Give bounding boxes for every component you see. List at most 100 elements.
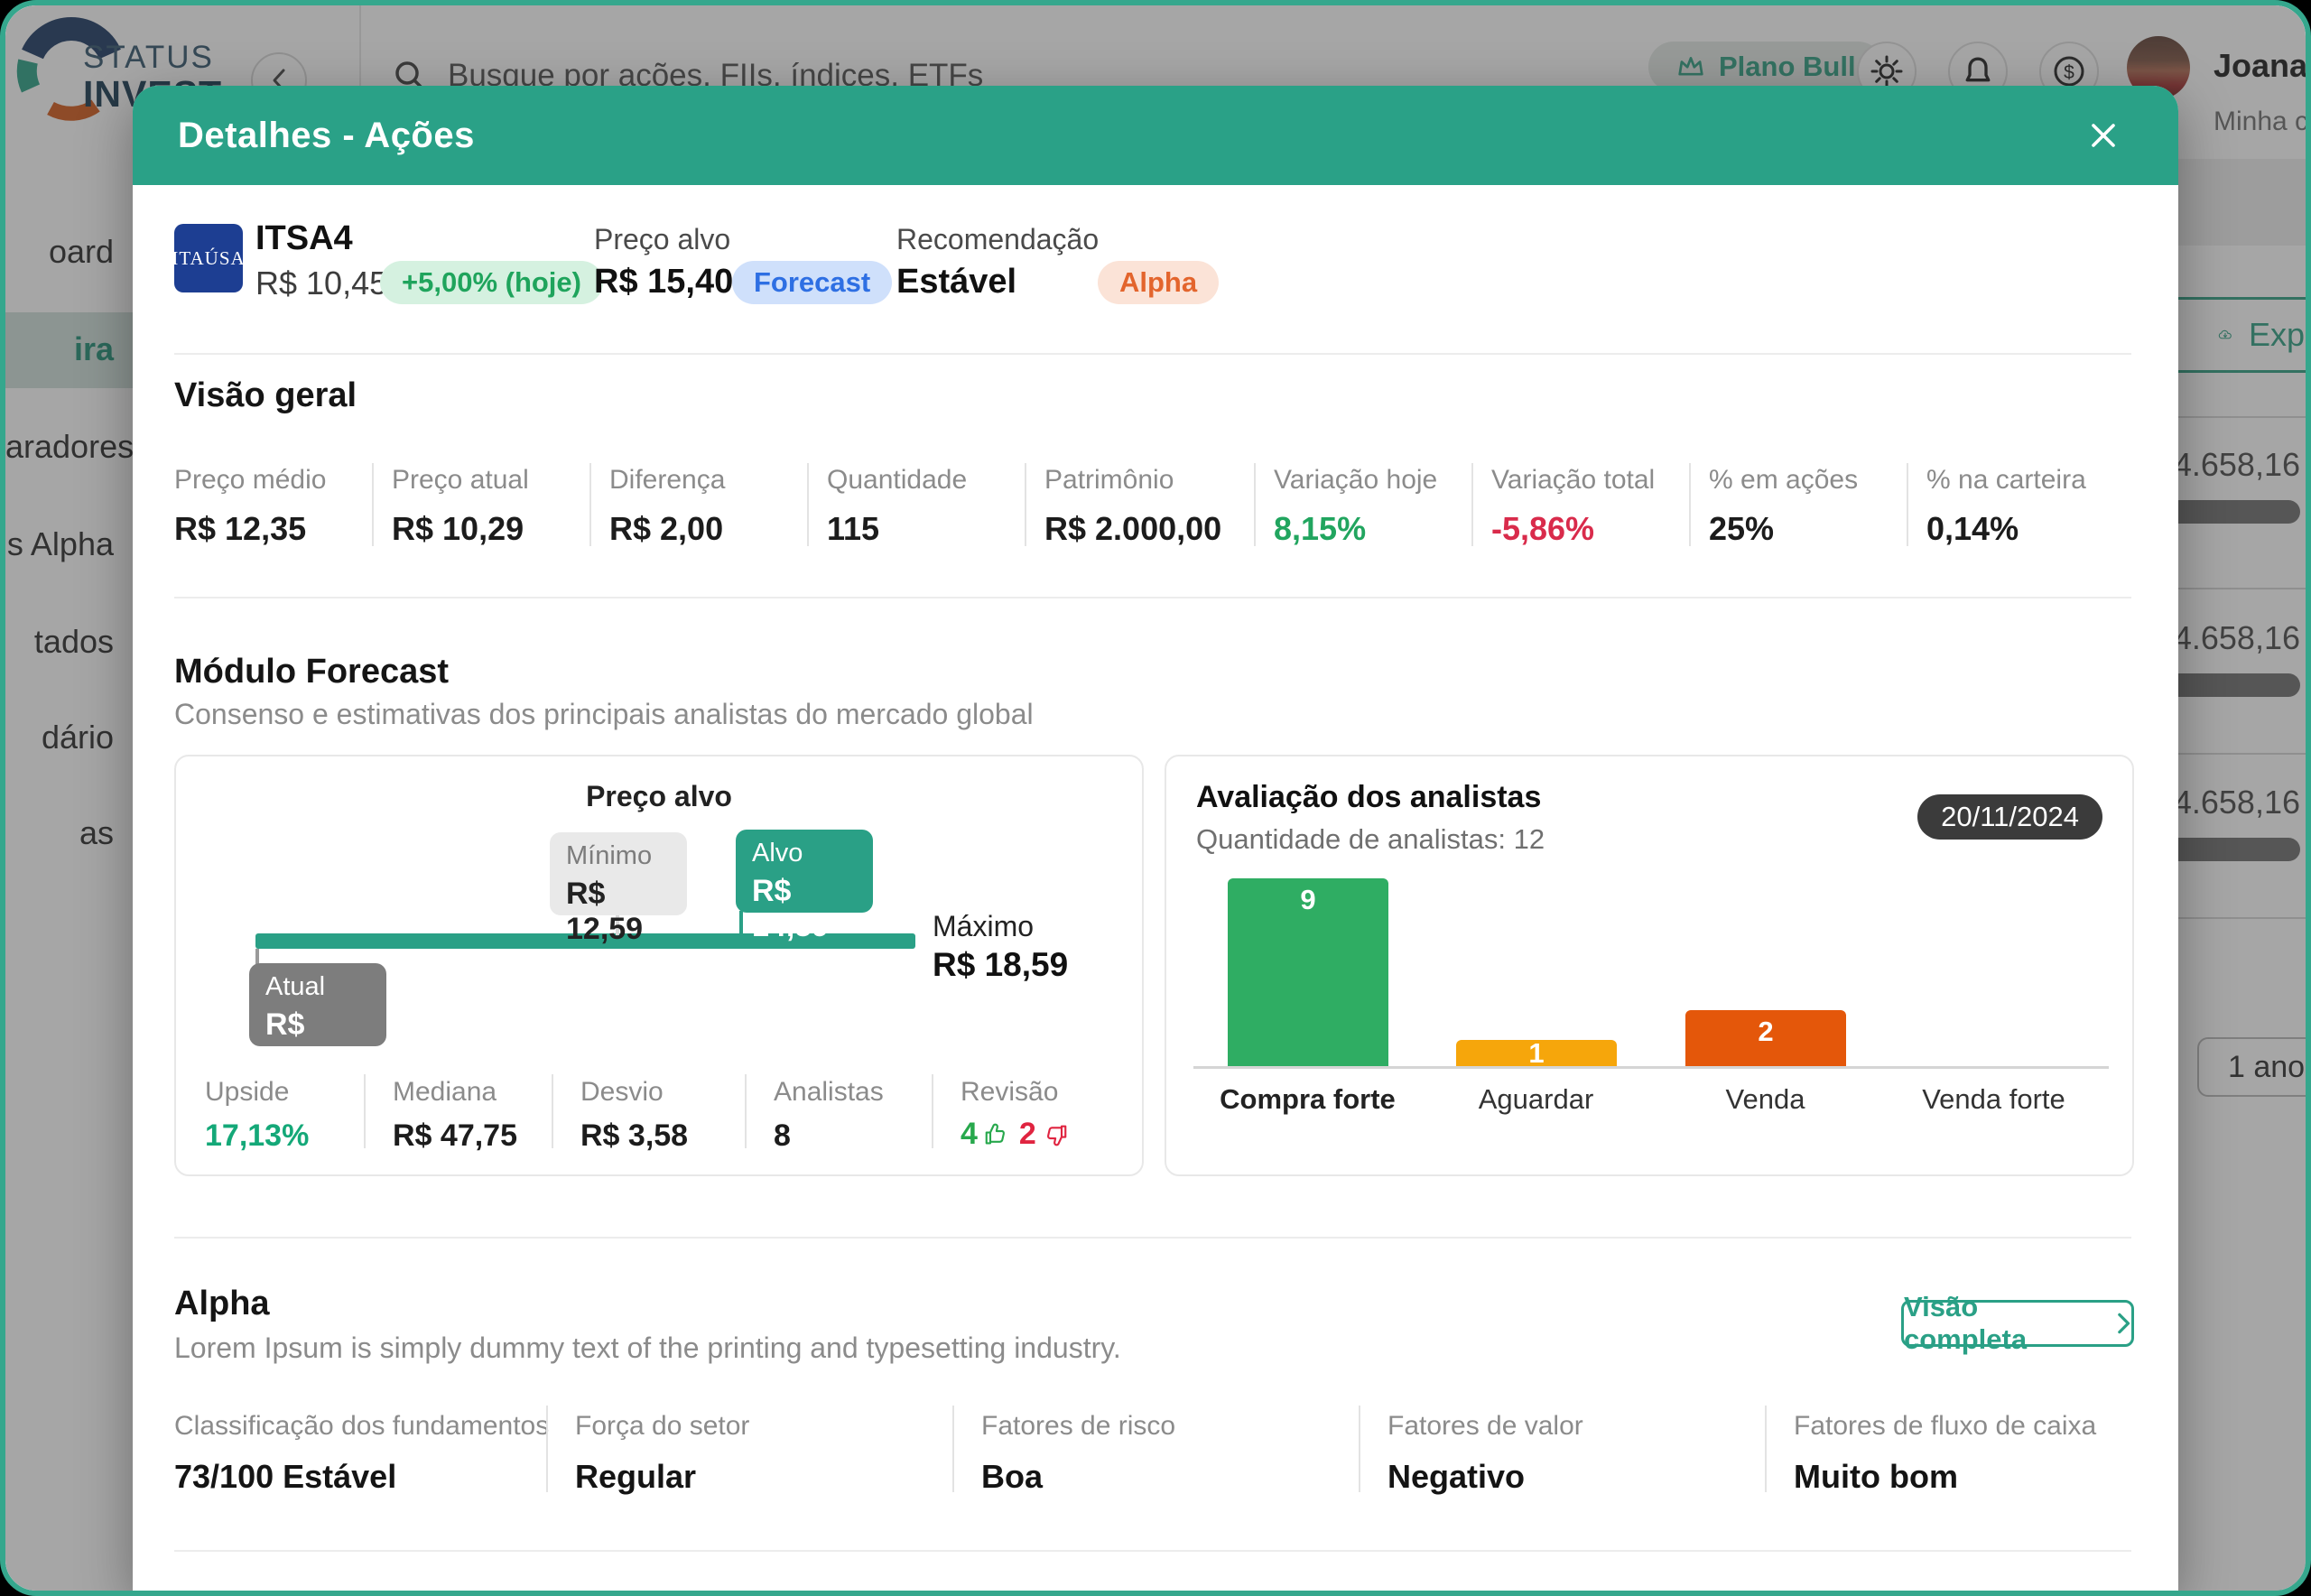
section-divider: [174, 1550, 2131, 1552]
metric-preco-medio: Preço médio R$ 12,35: [174, 465, 327, 547]
sidebar-item-dashboard[interactable]: oard: [48, 233, 114, 270]
metric-divider: [1471, 463, 1473, 546]
thumb-up-icon: [985, 1123, 1005, 1144]
metric-divider: [1025, 463, 1026, 546]
factor-divider: [952, 1406, 954, 1492]
plan-bull-label: Plano Bull: [1719, 51, 1856, 82]
metric-diferenca: Diferença R$ 2,00: [609, 465, 726, 547]
category-aguardar: Aguardar: [1478, 1083, 1594, 1115]
bg-row-separator: [2172, 588, 2306, 589]
statusinvest-logo-icon: [16, 14, 126, 125]
modal-title: Detalhes - Ações: [178, 115, 475, 155]
factor-forca-setor: Força do setor Regular: [575, 1411, 750, 1495]
analysts-title: Avaliação dos analistas: [1196, 780, 1542, 814]
factor-risco: Fatores de risco Boa: [981, 1411, 1176, 1495]
stat-divider: [745, 1074, 747, 1148]
current-box: Atual R$ 10,59: [249, 963, 386, 1077]
category-venda-forte: Venda forte: [1922, 1083, 2065, 1115]
metric-divider: [1907, 463, 1908, 546]
brand-line1: STATUS: [83, 40, 214, 75]
alpha-title: Alpha: [174, 1285, 270, 1322]
stat-desvio: Desvio R$ 3,58: [580, 1077, 689, 1153]
bar-compra-forte: 9: [1228, 878, 1388, 1066]
recommendation-label: Recomendação: [896, 223, 1100, 255]
cloud-download-icon: [2218, 329, 2232, 339]
user-name[interactable]: Joana S: [2214, 47, 2308, 84]
sidebar-item-resultados[interactable]: tados: [33, 623, 114, 660]
metric-divider: [1689, 463, 1691, 546]
current-connector: [255, 949, 259, 965]
bg-row-separator: [2172, 753, 2306, 755]
itausa-logo: ITAÚSA: [172, 224, 246, 292]
forecast-title: Módulo Forecast: [174, 653, 450, 691]
metric-variacao-hoje: Variação hoje 8,15%: [1274, 465, 1438, 547]
sidebar-item-extra[interactable]: as: [79, 814, 114, 851]
chevron-right-icon: [2117, 1313, 2130, 1334]
bar-aguardar: 1: [1456, 1037, 1617, 1069]
recommendation-value: Estável: [896, 263, 1017, 301]
sidebar-active-highlight: [5, 312, 133, 388]
analysts-count: Quantidade de analistas: 12: [1196, 823, 1545, 855]
alpha-subtitle: Lorem Ipsum is simply dummy text of the …: [174, 1332, 1121, 1364]
metric-pct-acoes: % em ações 25%: [1709, 465, 1859, 547]
plan-bull-button[interactable]: Plano Bull: [1648, 42, 1883, 92]
category-compra-forte: Compra forte: [1220, 1083, 1396, 1115]
details-modal: Detalhes - Ações ITAÚSA ITSA4 R$ 10,45 +…: [133, 86, 2178, 1591]
stat-analistas: Analistas 8: [774, 1077, 884, 1153]
dollar-circle-icon: $: [2054, 56, 2084, 87]
metric-divider: [1254, 463, 1256, 546]
bar-venda: 2: [1685, 1010, 1846, 1066]
target-box: Alvo R$ 14,59: [736, 830, 873, 943]
factor-valor: Fatores de valor Negativo: [1388, 1411, 1583, 1495]
alpha-badge: Alpha: [1098, 261, 1220, 304]
period-1-ano-button[interactable]: 1 ano: [2197, 1037, 2306, 1097]
thumb-down-icon: [1046, 1125, 1067, 1146]
factor-fundamentos: Classificação dos fundamentos 73/100 Est…: [174, 1411, 550, 1495]
revision-down: 2: [1019, 1117, 1069, 1152]
max-value: R$ 18,59: [933, 946, 1069, 983]
overview-title: Visão geral: [174, 376, 357, 414]
sidebar-item-carteira[interactable]: ira: [73, 330, 114, 367]
target-chart-title: Preço alvo: [586, 780, 732, 812]
target-price-label: Preço alvo: [594, 223, 731, 255]
export-label: Expo: [2248, 316, 2306, 353]
sun-icon: [1870, 55, 1903, 88]
section-divider: [174, 1237, 2131, 1239]
bg-row-separator: [2172, 416, 2306, 418]
min-connector: [616, 915, 619, 935]
sidebar-item-calendario[interactable]: dário: [41, 719, 114, 756]
bell-icon: [1965, 57, 1991, 82]
section-divider: [174, 353, 2131, 355]
crown-icon: [1678, 57, 1703, 76]
factor-divider: [1359, 1406, 1360, 1492]
full-view-button[interactable]: Visão completa: [1901, 1291, 2134, 1355]
sidebar-item-acoes-alpha[interactable]: s Alpha: [6, 525, 114, 562]
change-badge: +5,00% (hoje): [380, 261, 603, 304]
itausa-logo-text: ITAÚSA: [172, 246, 246, 269]
forecast-subtitle: Consenso e estimativas dos principais an…: [174, 698, 1034, 730]
target-price-card: Preço alvo Mínimo R$ 12,59 Alvo R$ 14,59…: [174, 755, 1144, 1176]
metric-pct-carteira: % na carteira 0,14%: [1926, 465, 2086, 547]
sidebar: [5, 159, 133, 1591]
modal-header: Detalhes - Ações: [133, 86, 2178, 185]
factor-divider: [1765, 1406, 1767, 1492]
analyst-rating-card: Avaliação dos analistas Quantidade de an…: [1165, 755, 2134, 1176]
target-price-value: R$ 15,40: [594, 263, 734, 301]
stat-divider: [364, 1074, 366, 1148]
factor-divider: [546, 1406, 548, 1492]
stat-revisao: Revisão 4 2: [961, 1077, 1069, 1152]
sidebar-item-comparadores[interactable]: aradores: [5, 428, 135, 465]
metric-divider: [807, 463, 809, 546]
metric-divider: [372, 463, 374, 546]
chart-baseline: [1193, 1066, 2109, 1069]
section-divider: [174, 597, 2131, 598]
close-button[interactable]: [2081, 113, 2126, 158]
stat-upside: Upside 17,13%: [205, 1077, 310, 1153]
metric-variacao-total: Variação total -5,86%: [1491, 465, 1656, 547]
target-range-bar: [255, 933, 915, 949]
min-box: Mínimo R$ 12,59: [550, 832, 687, 946]
user-account-label[interactable]: Minha con: [2214, 107, 2309, 136]
max-label: Máximo: [933, 910, 1035, 942]
